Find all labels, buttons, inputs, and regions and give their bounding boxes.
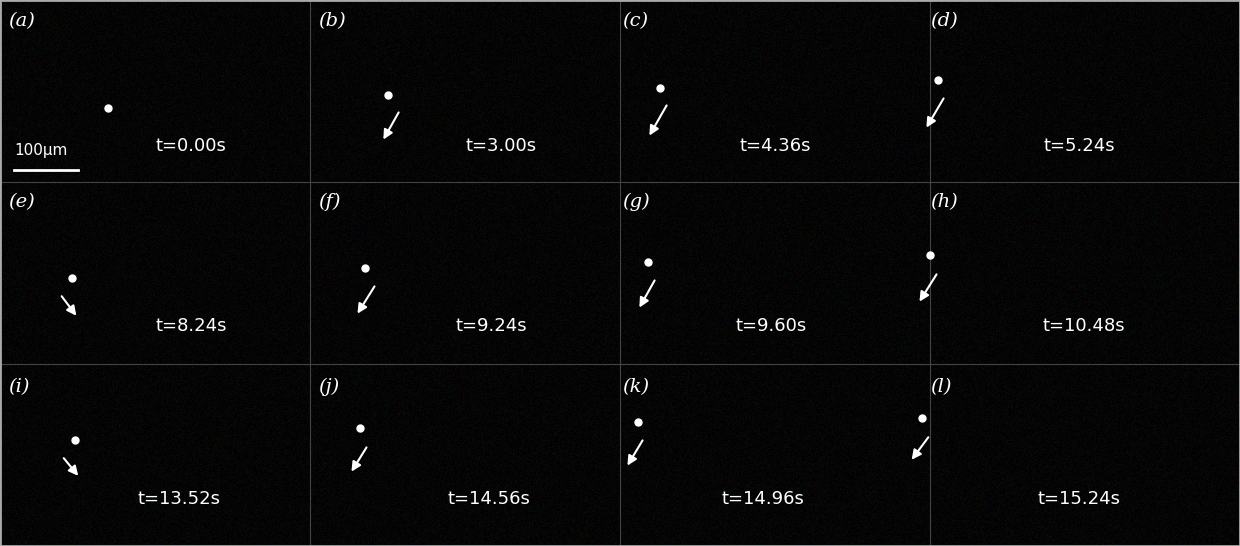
Text: (d): (d) xyxy=(930,12,957,30)
Text: (f): (f) xyxy=(317,193,341,211)
Text: t=15.24s: t=15.24s xyxy=(1037,490,1120,508)
Text: t=14.56s: t=14.56s xyxy=(448,490,531,508)
Text: 100μm: 100μm xyxy=(14,143,67,158)
Text: t=0.00s: t=0.00s xyxy=(155,137,226,155)
Text: t=13.52s: t=13.52s xyxy=(138,490,221,508)
Text: t=14.96s: t=14.96s xyxy=(722,490,805,508)
Text: (l): (l) xyxy=(930,378,951,396)
Text: t=3.00s: t=3.00s xyxy=(465,137,536,155)
Text: t=8.24s: t=8.24s xyxy=(155,317,227,335)
Text: (a): (a) xyxy=(7,12,35,30)
Text: (k): (k) xyxy=(622,378,649,396)
Text: (h): (h) xyxy=(930,193,957,211)
Text: (i): (i) xyxy=(7,378,30,396)
Text: t=9.60s: t=9.60s xyxy=(735,317,806,335)
Text: (j): (j) xyxy=(317,378,340,396)
Text: t=4.36s: t=4.36s xyxy=(740,137,811,155)
Text: (c): (c) xyxy=(622,12,649,30)
Text: t=10.48s: t=10.48s xyxy=(1043,317,1125,335)
Text: (g): (g) xyxy=(622,193,650,211)
Text: (e): (e) xyxy=(7,193,35,211)
Text: (b): (b) xyxy=(317,12,346,30)
Text: t=9.24s: t=9.24s xyxy=(455,317,527,335)
Text: t=5.24s: t=5.24s xyxy=(1043,137,1115,155)
